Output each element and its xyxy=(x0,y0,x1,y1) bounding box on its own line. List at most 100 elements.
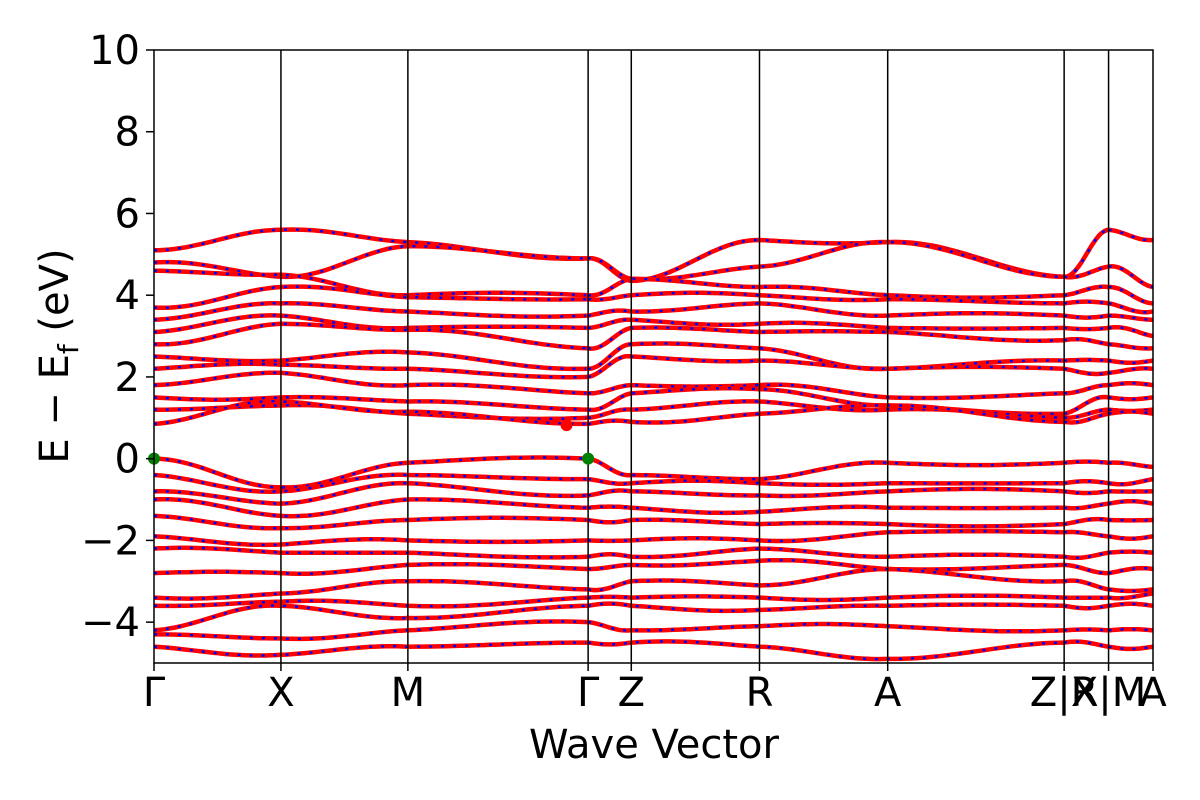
band-line-dash xyxy=(1064,563,1109,575)
plot-frame xyxy=(153,49,1154,664)
band-line-dash xyxy=(154,473,589,493)
band-line-dash xyxy=(1063,479,1109,485)
y-axis-label-main: E − E xyxy=(32,354,78,464)
band-line xyxy=(1061,284,1111,298)
x-tick-label: R xyxy=(746,670,774,716)
band-line xyxy=(154,619,591,642)
band-line xyxy=(1106,284,1153,306)
y-tick-label: 0 xyxy=(115,437,140,483)
band-line-dash xyxy=(1108,396,1153,401)
band-line xyxy=(154,370,591,396)
band-line xyxy=(154,472,591,494)
x-tick-label: M xyxy=(391,670,426,716)
band-line-dash xyxy=(154,604,589,632)
y-tick-label: −2 xyxy=(81,518,140,564)
band-line xyxy=(154,578,591,601)
band-line-dash xyxy=(1108,325,1153,338)
band-line-dash xyxy=(1108,265,1153,289)
y-tick-label: 10 xyxy=(89,28,140,74)
band-line-dash xyxy=(154,314,589,334)
band-line-dash xyxy=(1063,551,1109,560)
band-line-dash xyxy=(154,228,589,261)
band-line xyxy=(154,497,591,519)
band-line-dash xyxy=(587,567,1065,592)
band-line-dash xyxy=(1063,517,1109,526)
band-line-dash xyxy=(1063,502,1109,510)
band-line-dash xyxy=(1108,645,1153,651)
x-tick-label: Z|R xyxy=(1030,670,1099,716)
x-axis-label: Wave Vector xyxy=(529,722,780,768)
band-line xyxy=(1106,301,1153,315)
band-line-dash xyxy=(1108,408,1153,413)
y-tick-label: 8 xyxy=(115,110,140,156)
band-line-dash xyxy=(1108,359,1153,365)
band-line-dash xyxy=(1063,640,1109,648)
band-line-dash xyxy=(1108,302,1153,314)
band-line-dash xyxy=(1063,265,1109,279)
band-line xyxy=(154,561,591,577)
band-line xyxy=(154,455,591,490)
band-line-dash xyxy=(1108,550,1153,554)
y-tick-label: −4 xyxy=(81,600,140,646)
y-tick-label: 2 xyxy=(115,355,140,401)
band-line xyxy=(585,593,1067,603)
band-line-dash xyxy=(1063,337,1109,346)
band-line xyxy=(585,528,1067,544)
y-axis-ticks: 10 8 6 4 2 0 −2 −4 xyxy=(81,28,154,646)
band-line xyxy=(154,534,591,548)
band-line-dash xyxy=(1108,228,1153,242)
band-line-dash xyxy=(154,244,589,279)
x-axis-ticks: Γ X M Γ Z R A Z|RX|MA xyxy=(143,663,1167,716)
band-line-dash xyxy=(1064,408,1109,420)
x-tick-label: X|M xyxy=(1071,670,1146,716)
band-line-dash xyxy=(1108,499,1153,505)
band-line-dash xyxy=(1063,395,1109,415)
band-line-dash xyxy=(1063,300,1109,305)
band-line-dash xyxy=(1063,604,1109,610)
x-tick-label: A xyxy=(1139,670,1167,716)
band-line-dash xyxy=(588,383,1065,400)
band-line-dash xyxy=(1108,566,1153,575)
band-line xyxy=(154,301,591,322)
band-line-dash xyxy=(1108,627,1153,632)
band-line xyxy=(1061,227,1111,280)
x-tick-label: Z xyxy=(618,670,645,716)
band-line xyxy=(154,513,591,531)
band-line-dash xyxy=(1064,358,1109,362)
band-line xyxy=(585,486,1067,499)
band-line xyxy=(154,640,591,658)
extremum-marker xyxy=(560,419,573,432)
band-line xyxy=(585,639,1067,662)
band-line-dash xyxy=(1108,461,1153,469)
band-line xyxy=(154,545,591,560)
y-axis-label-unit: (eV) xyxy=(32,248,78,344)
band-line xyxy=(154,595,591,609)
x-tick-label: Γ xyxy=(577,670,600,716)
band-line-dash xyxy=(1063,412,1109,424)
band-line-dash xyxy=(1063,314,1109,319)
band-line-dash xyxy=(1108,367,1153,375)
band-line-dash xyxy=(1108,535,1153,540)
band-line-dash xyxy=(587,302,1065,318)
band-line-dash xyxy=(1063,367,1109,376)
band-line-dash xyxy=(1063,460,1109,465)
band-line xyxy=(585,237,1067,284)
band-line-dash xyxy=(1063,326,1109,331)
bands-layer xyxy=(154,227,1153,662)
kpoint-lines xyxy=(280,50,1110,663)
band-line-dash xyxy=(1064,383,1109,395)
band-line xyxy=(1106,227,1153,243)
y-tick-label: 6 xyxy=(115,191,140,237)
y-axis-label-subscript: f xyxy=(52,343,85,354)
band-line xyxy=(154,361,591,380)
band-line-dash xyxy=(154,481,589,505)
y-tick-label: 4 xyxy=(115,273,140,319)
band-line xyxy=(154,268,591,298)
band-line xyxy=(154,284,591,310)
band-line-dash xyxy=(1064,530,1109,538)
band-line-dash xyxy=(1063,579,1109,591)
band-line-dash xyxy=(1108,602,1153,608)
band-line xyxy=(585,517,1067,529)
extremum-marker xyxy=(582,452,595,465)
band-line xyxy=(585,504,1067,516)
